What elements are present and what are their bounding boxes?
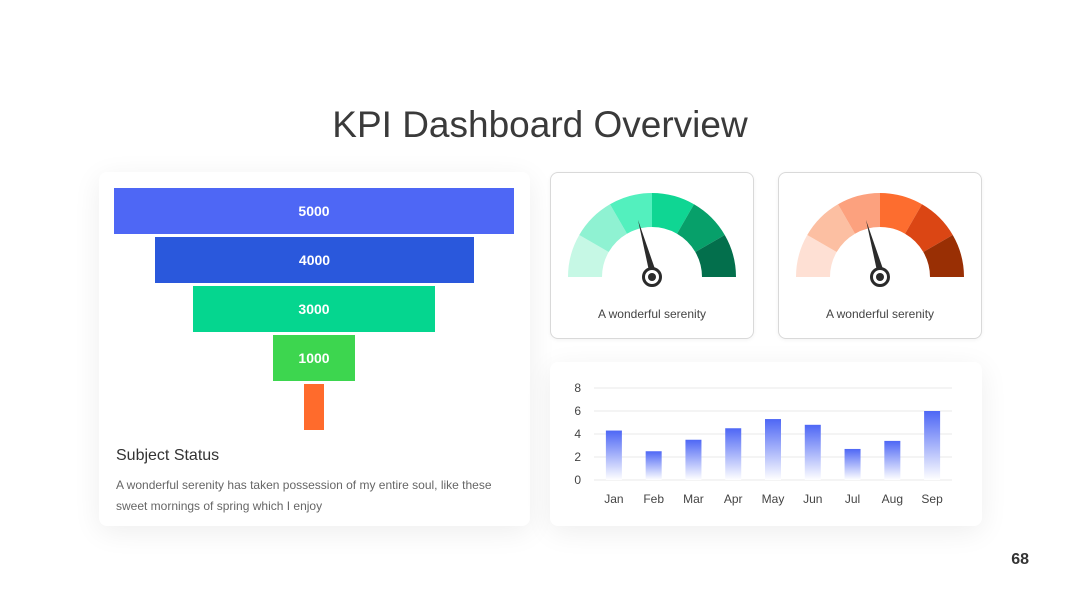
x-tick-label: Mar [683, 492, 704, 506]
gauge-segment-6 [923, 235, 964, 277]
bar-jun [804, 424, 821, 480]
funnel-level-5 [304, 384, 324, 430]
gauge-needle [638, 220, 655, 271]
y-tick-label: 8 [574, 381, 581, 395]
page-number: 68 [1011, 551, 1029, 568]
gauge-segment-1 [568, 235, 609, 277]
x-tick-label: Jul [845, 492, 860, 506]
gauge-green [568, 193, 736, 287]
bar-mar [685, 439, 702, 480]
gauge-segment-3 [610, 193, 652, 234]
gauge-card-green: A wonderful serenity [550, 172, 754, 339]
gauge-segment-2 [807, 204, 855, 252]
x-tick-label: Aug [882, 492, 903, 506]
monthly-bar-chart: 0 2 4 6 8 Jan Feb Mar Apr May Jun Jul Aug Sep [574, 381, 952, 506]
x-tick-label: Feb [643, 492, 664, 506]
funnel-level-1: 5000 [114, 188, 514, 234]
gauge-segment-1 [796, 235, 837, 277]
gauge-segment-4 [880, 193, 922, 234]
bar-may [765, 419, 781, 480]
x-tick-label: Jun [803, 492, 822, 506]
y-tick-label: 4 [574, 427, 581, 441]
slide-title: KPI Dashboard Overview [332, 104, 748, 145]
monthly-bar-chart-card: 0 2 4 6 8 Jan Feb Mar Apr May Jun Jul Aug Sep [550, 362, 982, 526]
gauge-orange-label: A wonderful serenity [825, 307, 935, 321]
gauge-card-orange: A wonderful serenity [778, 172, 982, 339]
x-tick-label: Sep [921, 492, 943, 506]
gauge-green-label: A wonderful serenity [597, 307, 707, 321]
y-tick-label: 0 [574, 473, 581, 487]
bar-feb [645, 451, 662, 480]
x-tick-label: May [762, 492, 785, 506]
gauge-pivot-center [876, 273, 884, 281]
gauge-pivot-center [648, 273, 656, 281]
gauge-segment-4 [652, 193, 694, 234]
y-tick-label: 6 [574, 404, 581, 418]
subject-status-title: Subject Status [116, 447, 220, 464]
bar-jul [844, 448, 861, 480]
bar-sep [924, 411, 941, 480]
y-tick-label: 2 [574, 450, 581, 464]
x-tick-label: Apr [724, 492, 743, 506]
gauge-segment-5 [905, 204, 953, 252]
funnel-card: 5000 4000 3000 1000 Subject Status A won… [99, 172, 530, 526]
funnel-level-4: 1000 [273, 335, 355, 381]
gauge-segment-3 [838, 193, 880, 234]
funnel-level-3: 3000 [193, 286, 435, 332]
subject-status-description: A wonderful serenity has taken possessio… [116, 478, 492, 513]
gauge-segment-6 [695, 235, 736, 277]
bar-apr [725, 428, 742, 480]
bar-jan [605, 430, 622, 480]
x-tick-label: Jan [604, 492, 623, 506]
gauge-needle [866, 220, 883, 271]
funnel-level-2: 4000 [155, 237, 474, 283]
gauge-orange [796, 193, 964, 287]
gauge-segment-5 [677, 204, 725, 252]
bar-aug [884, 440, 901, 480]
gauge-segment-2 [579, 204, 627, 252]
